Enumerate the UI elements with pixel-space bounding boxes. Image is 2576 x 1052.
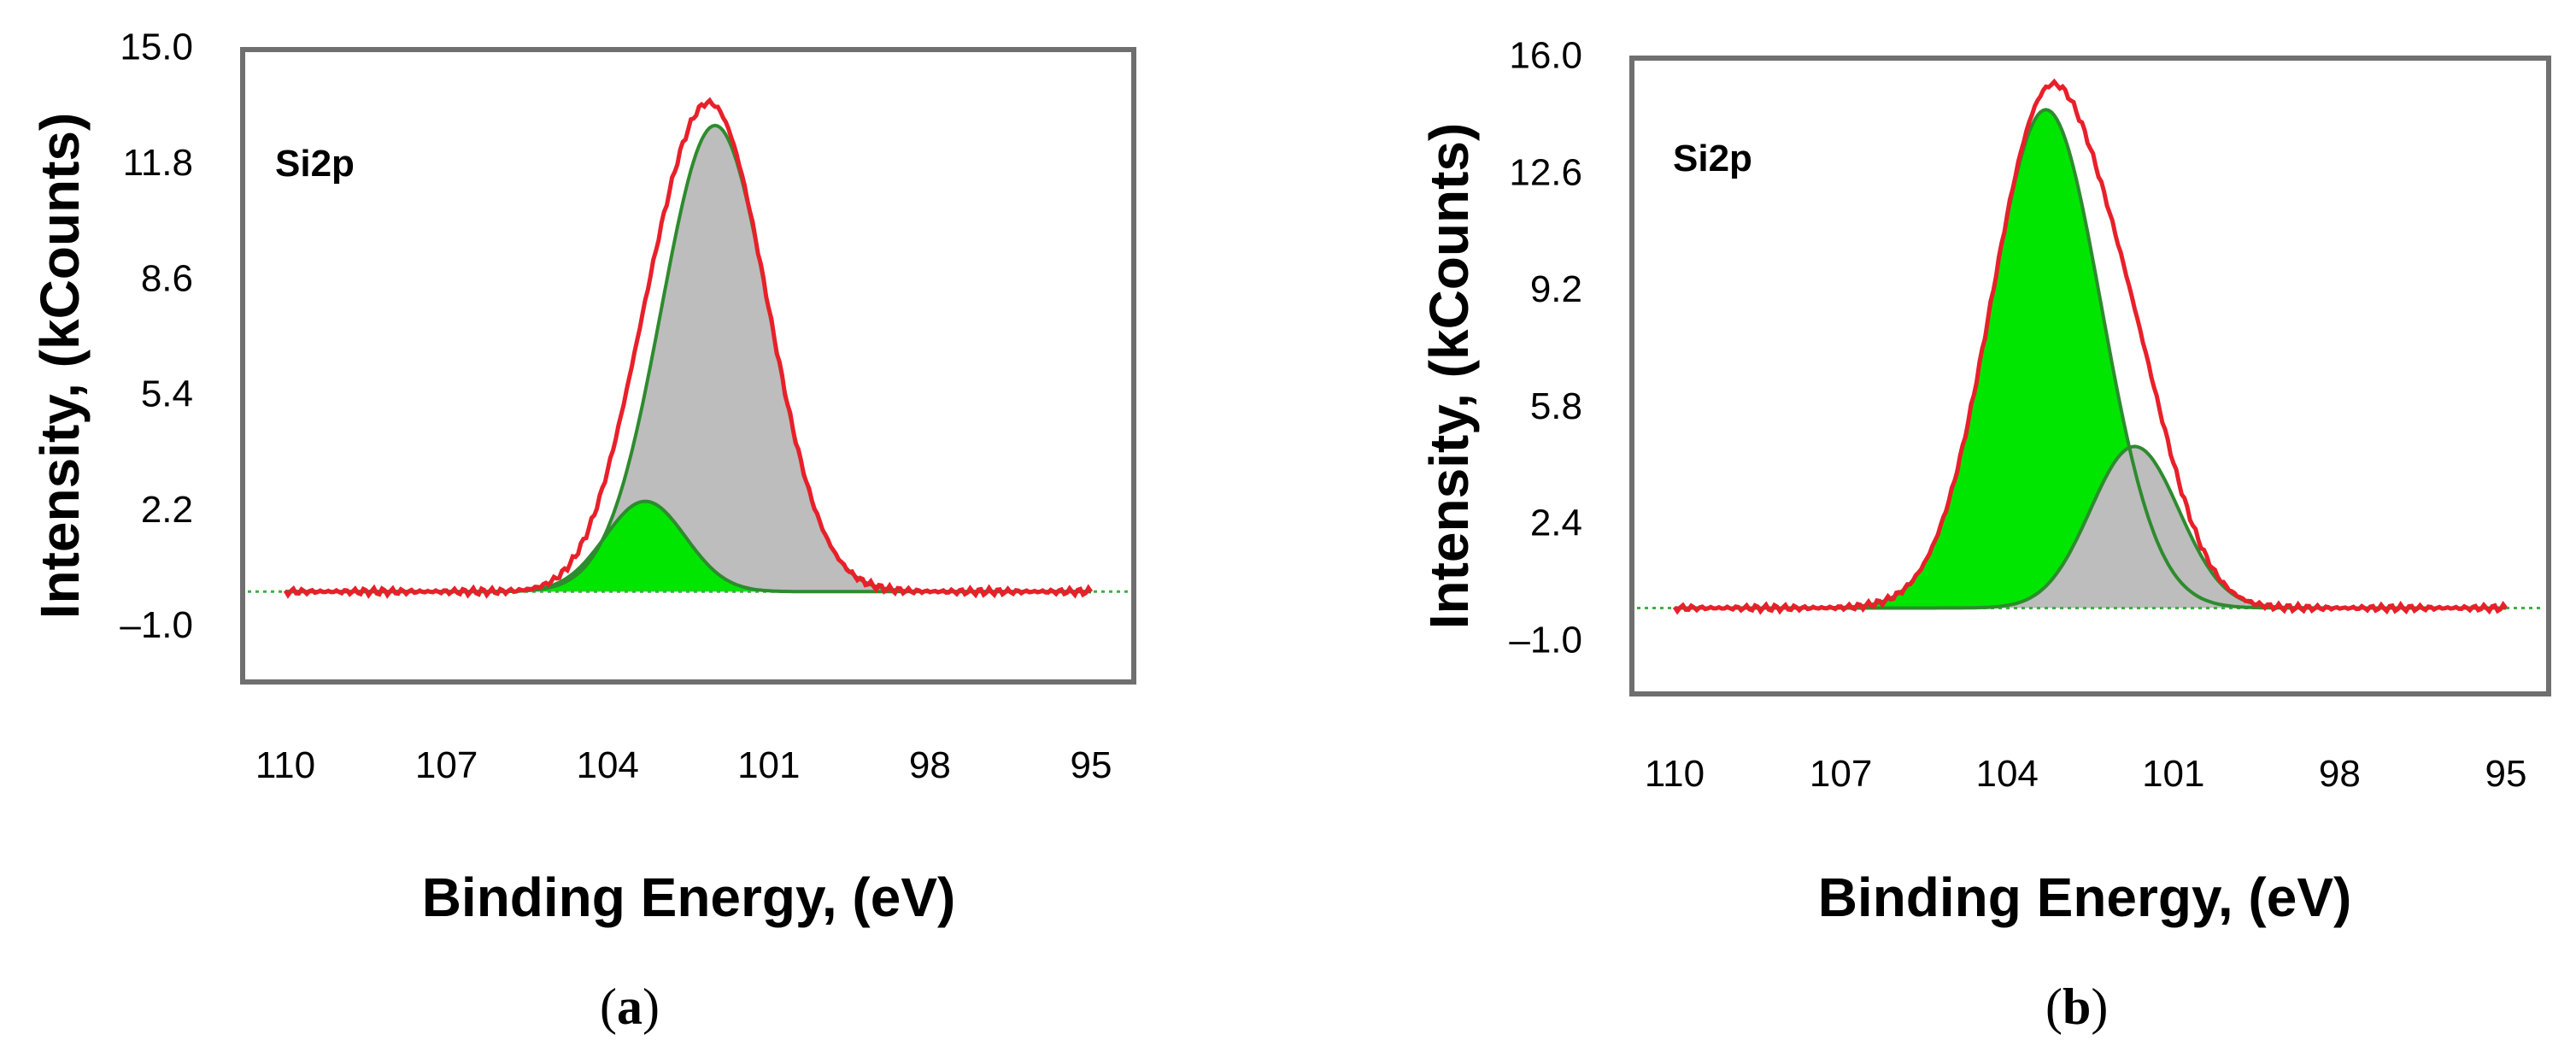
plot-frame-b: [1629, 56, 2551, 696]
x-ticks-a: 110 107 104 101 98 95: [255, 744, 1112, 786]
y-tick-label: –1.0: [1509, 619, 1582, 661]
y-tick-label: 5.4: [141, 373, 193, 415]
chart-panel-b: Si2p 16.0 12.6 9.2 5.8 2.4 –1.0 110 107 …: [1418, 35, 2551, 1035]
x-axis-title-a: Binding Energy, (eV): [422, 867, 956, 928]
plot-frame-a: [240, 47, 1136, 685]
spectrum-label-a: Si2p: [275, 143, 355, 185]
x-tick-label: 95: [2485, 753, 2527, 795]
y-axis-title-b: Intensity, (kCounts): [1418, 123, 1480, 630]
x-tick-label: 95: [1071, 744, 1112, 786]
y-tick-label: –1.0: [120, 604, 193, 646]
y-axis-title-a: Intensity, (kCounts): [29, 113, 91, 620]
panel-caption-a: (a): [600, 979, 660, 1035]
x-tick-label: 104: [1975, 753, 2038, 795]
panel-caption-b: (b): [2045, 979, 2108, 1035]
y-tick-label: 2.4: [1530, 502, 1582, 544]
x-tick-label: 98: [2319, 753, 2361, 795]
y-tick-label: 15.0: [120, 26, 193, 68]
component-fill-1: [1675, 109, 2506, 608]
component-fill-2: [1675, 446, 2506, 608]
x-axis-title-b: Binding Energy, (eV): [1818, 867, 2352, 928]
component-fills-a: [285, 125, 1091, 592]
x-tick-label: 104: [576, 744, 638, 786]
y-tick-label: 5.8: [1530, 385, 1582, 427]
x-tick-label: 110: [1645, 753, 1705, 795]
envelope-curve-b: [1672, 78, 2509, 615]
x-tick-label: 107: [415, 744, 478, 786]
component-fills-b: [1675, 109, 2506, 608]
component-fill-1: [285, 125, 1091, 592]
y-ticks-b: 16.0 12.6 9.2 5.8 2.4 –1.0: [1509, 35, 1582, 661]
x-tick-label: 107: [1810, 753, 1872, 795]
x-ticks-b: 110 107 104 101 98 95: [1645, 753, 2527, 795]
x-tick-label: 98: [909, 744, 951, 786]
spectrum-label-b: Si2p: [1673, 138, 1752, 179]
panel-caption-letter-b: b: [2063, 979, 2091, 1035]
y-tick-label: 11.8: [123, 142, 193, 184]
y-ticks-a: 15.0 11.8 8.6 5.4 2.2 –1.0: [120, 26, 193, 647]
chart-panel-a: Si2p 15.0 11.8 8.6 5.4 2.2 –1.0 110 107 …: [29, 26, 1136, 1035]
y-tick-label: 12.6: [1509, 151, 1582, 193]
y-tick-label: 2.2: [141, 489, 193, 531]
x-tick-label: 101: [2142, 753, 2204, 795]
envelope-curve-a: [283, 97, 1094, 599]
x-tick-label: 110: [255, 744, 315, 786]
y-tick-label: 16.0: [1509, 35, 1582, 77]
panel-caption-letter-a: a: [617, 979, 643, 1035]
component-fill-2: [285, 501, 1091, 592]
y-tick-label: 8.6: [141, 257, 193, 299]
y-tick-label: 9.2: [1530, 268, 1582, 310]
x-tick-label: 101: [737, 744, 800, 786]
